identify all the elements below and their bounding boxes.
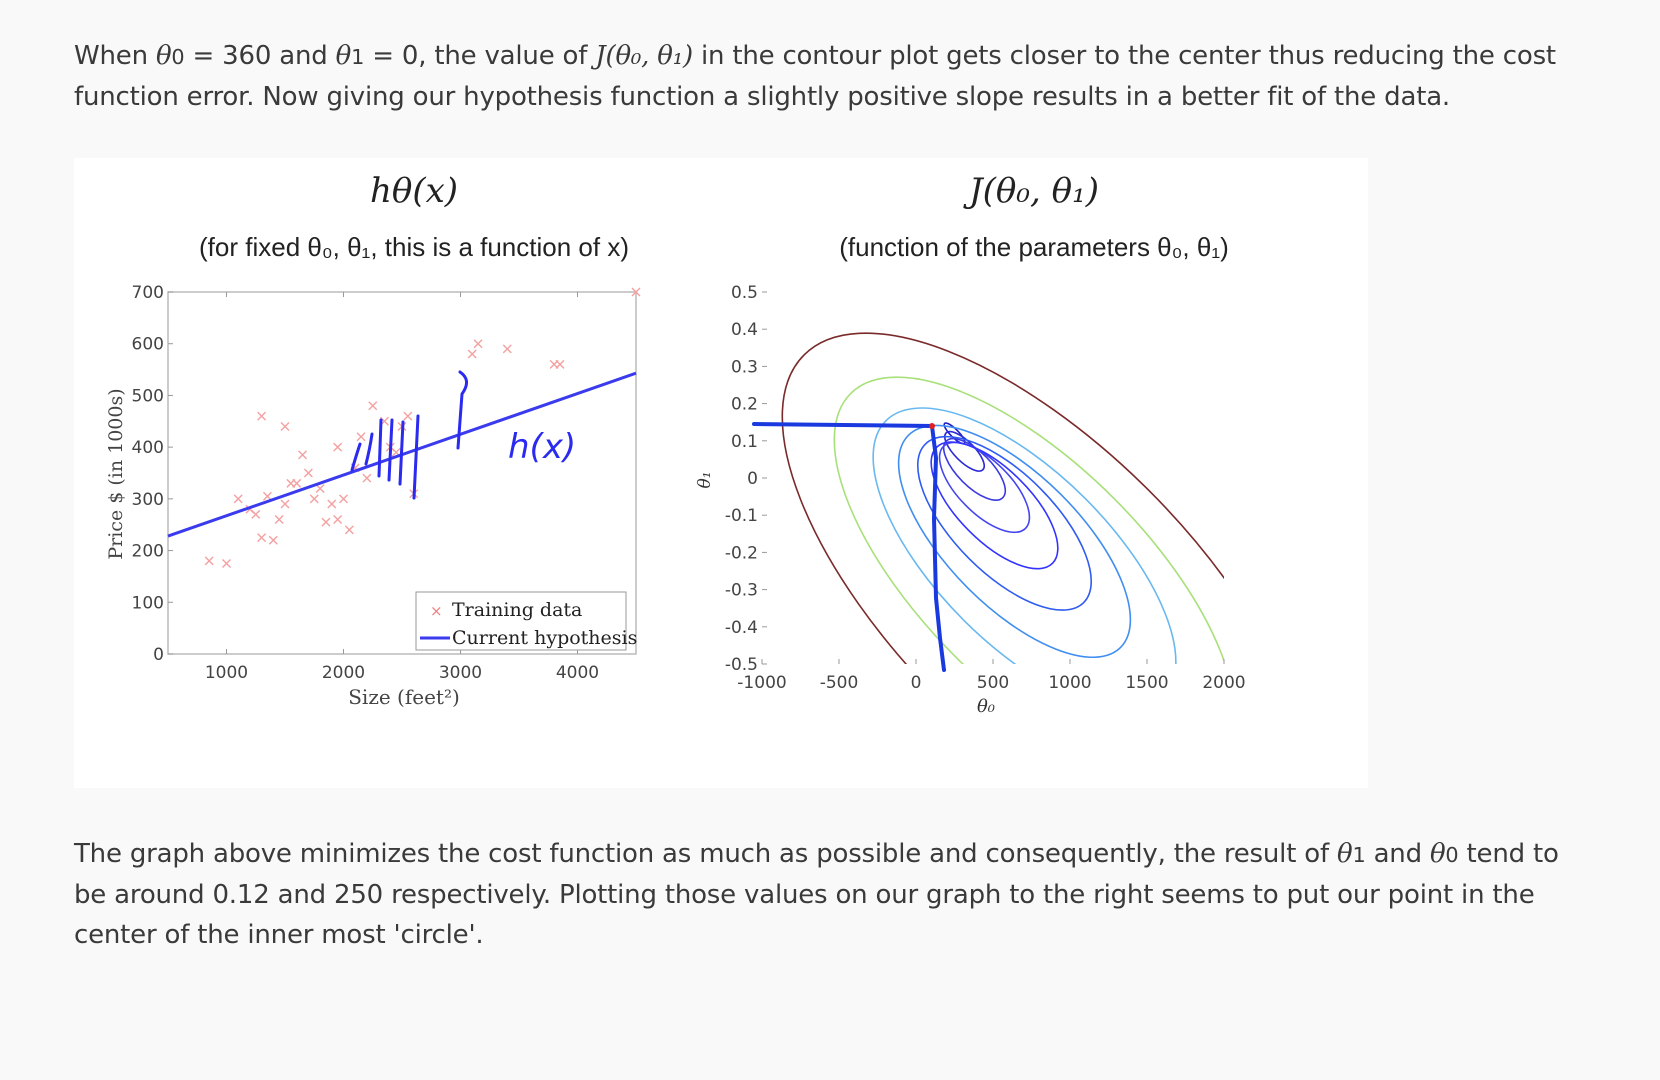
x-tick-label: 1000	[205, 663, 248, 683]
training-data-point	[362, 473, 372, 483]
legend-current-hypothesis: Current hypothesis	[452, 627, 637, 649]
handwritten-strokes	[350, 370, 468, 500]
y-tick-label: 100	[132, 593, 164, 613]
x-tick-label: 0	[911, 673, 922, 693]
training-data-point	[403, 411, 413, 421]
training-data-point	[631, 287, 641, 297]
x-tick-label: 1500	[1125, 673, 1168, 693]
y-tick-label: 0.1	[731, 432, 758, 452]
right-chart-title: J(θ₀, θ₁)	[963, 171, 1099, 211]
y-tick-label: 600	[132, 335, 164, 355]
training-data-point	[344, 525, 354, 535]
y-tick-label: 0.2	[731, 395, 758, 415]
left-x-axis-label: Size (feet²)	[348, 685, 460, 709]
training-data-point	[268, 535, 278, 545]
chart-legend	[415, 591, 627, 651]
y-tick-label: 400	[132, 438, 164, 458]
y-tick-label: 0	[747, 469, 758, 489]
contour-line	[944, 430, 985, 472]
training-data-point	[222, 559, 231, 568]
training-data-point	[327, 499, 337, 509]
training-data-point	[356, 432, 366, 442]
y-tick-label: -0.4	[725, 618, 758, 638]
training-data-point	[309, 494, 319, 504]
figure-svg: hθ(x) (for fixed θ₀, θ₁, this is a funct…	[105, 171, 1246, 717]
y-tick-label: -0.1	[725, 506, 758, 526]
y-tick-label: 500	[132, 386, 164, 406]
left-chart-subtitle: (for fixed θ₀, θ₁, this is a function of…	[199, 232, 629, 262]
right-chart-subtitle: (function of the parameters θ₀, θ₁)	[839, 232, 1229, 262]
x-tick-label: -1000	[737, 673, 786, 693]
training-data-point	[257, 533, 267, 543]
handwritten-path	[752, 422, 946, 672]
contour-line	[833, 376, 1224, 664]
figure-panel: hθ(x) (for fixed θ₀, θ₁, this is a funct…	[74, 158, 1368, 788]
x-tick-label: 1000	[1048, 673, 1091, 693]
y-tick-label: 700	[132, 283, 164, 303]
training-data-point	[233, 494, 243, 504]
contour-line	[942, 437, 1007, 501]
training-data-point	[502, 344, 512, 354]
y-tick-label: 200	[132, 542, 164, 562]
legend-marker-x: ×	[430, 602, 443, 620]
contour-line	[781, 332, 1224, 664]
training-data-point	[303, 468, 313, 478]
hypothesis-plot-area	[167, 291, 637, 655]
training-data-point	[257, 411, 267, 421]
legend-training-data: Training data	[452, 599, 582, 621]
x-tick-label: 2000	[1202, 673, 1245, 693]
y-tick-label: -0.3	[725, 581, 758, 601]
training-data-point	[274, 515, 284, 525]
current-point	[929, 423, 935, 429]
x-tick-label: -500	[820, 673, 859, 693]
conclusion-paragraph: The graph above minimizes the cost funct…	[74, 839, 1559, 950]
x-tick-label: 2000	[322, 663, 365, 683]
training-data-point	[321, 517, 331, 527]
contour-line	[938, 441, 1031, 534]
right-x-axis-label: θ₀	[977, 696, 995, 717]
y-tick-label: -0.2	[725, 543, 758, 563]
left-chart-title: hθ(x)	[370, 171, 458, 211]
training-data-point	[262, 491, 272, 501]
x-tick-label: 4000	[556, 663, 599, 683]
training-data-point	[251, 509, 261, 519]
hypothesis-annotation: h(x)	[508, 427, 576, 467]
training-data-point	[280, 421, 290, 431]
y-tick-label: 0.4	[731, 320, 758, 340]
intro-paragraph: When θ0 = 360 and θ1 = 0, the value of J…	[74, 41, 1556, 112]
training-data-point	[292, 478, 302, 488]
y-tick-label: 300	[132, 490, 164, 510]
training-data-point	[333, 442, 343, 452]
y-tick-label: 0	[153, 645, 164, 665]
y-tick-label: 0.3	[731, 357, 758, 377]
training-data-point	[204, 556, 214, 566]
y-tick-label: 0.5	[731, 283, 758, 303]
training-data-point	[368, 401, 378, 411]
y-tick-label: -0.5	[725, 655, 758, 675]
contour-line	[916, 435, 1093, 611]
training-data-point	[549, 359, 559, 369]
training-data-point	[315, 484, 325, 494]
x-tick-label: 500	[977, 673, 1009, 693]
right-y-axis-label: θ₁	[695, 471, 715, 488]
contour-line	[897, 424, 1132, 659]
training-data-point	[280, 499, 290, 509]
left-y-axis-label: Price $ (in 1000s)	[105, 388, 127, 559]
x-tick-label: 3000	[439, 663, 482, 683]
contour-line	[872, 407, 1177, 664]
training-data-point	[298, 450, 308, 460]
training-data-point	[467, 349, 477, 359]
contour-chart: -0.5 -0.4 -0.3 -0.2 -0.1 0 0.1 0.2 0.3 0.4 0.5 -10…	[695, 283, 1246, 717]
training-data-point	[333, 515, 343, 525]
training-data-point	[339, 494, 348, 504]
training-data-point	[473, 339, 483, 349]
